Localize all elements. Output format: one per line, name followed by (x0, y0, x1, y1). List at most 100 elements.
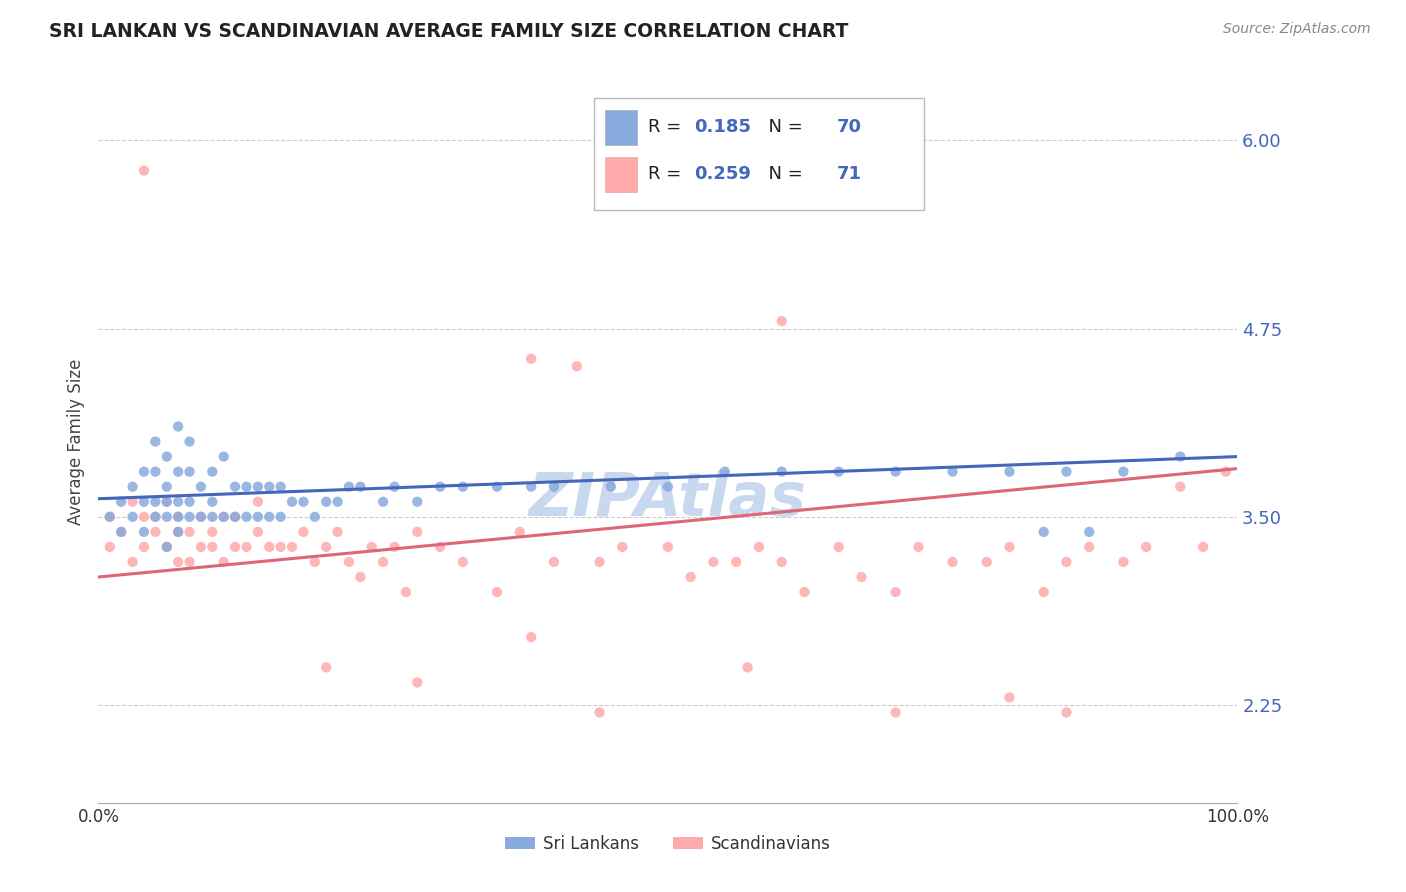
Point (98, 509, 121, 524)
Point (406, 494, 429, 508)
Point (1112, 465, 1135, 479)
Point (520, 480, 543, 494)
Point (179, 555, 201, 569)
Point (884, 706, 907, 720)
Point (486, 585, 509, 599)
Text: N =: N = (756, 165, 808, 183)
Point (1054, 555, 1078, 569)
Point (406, 675, 429, 690)
Point (179, 465, 201, 479)
Point (714, 465, 737, 479)
Point (190, 509, 212, 524)
Point (98, 540, 121, 554)
Point (235, 480, 257, 494)
Point (520, 630, 543, 644)
Point (246, 509, 269, 524)
Point (509, 524, 531, 539)
Point (110, 524, 132, 539)
Point (167, 509, 190, 524)
Point (349, 570, 371, 584)
Point (145, 524, 167, 539)
Point (259, 480, 281, 494)
Point (565, 359, 588, 374)
Text: ZIPAtlas: ZIPAtlas (529, 470, 807, 529)
Point (167, 555, 190, 569)
Point (725, 555, 748, 569)
Point (167, 509, 190, 524)
Point (429, 480, 451, 494)
Point (1170, 480, 1192, 494)
Point (167, 524, 190, 539)
Point (246, 524, 269, 539)
Point (145, 434, 167, 449)
Point (612, 540, 634, 554)
Point (201, 509, 224, 524)
Point (167, 419, 190, 434)
Point (884, 465, 907, 479)
Point (1192, 540, 1215, 554)
Point (770, 314, 793, 328)
Point (384, 480, 406, 494)
Point (121, 494, 143, 508)
Point (1112, 555, 1135, 569)
Point (600, 480, 623, 494)
Point (315, 660, 337, 674)
Point (179, 524, 201, 539)
Point (212, 450, 235, 464)
Point (315, 494, 337, 508)
Point (998, 465, 1021, 479)
Point (132, 465, 155, 479)
Point (793, 585, 815, 599)
Point (406, 524, 429, 539)
Point (145, 509, 167, 524)
Point (224, 509, 246, 524)
Point (998, 540, 1021, 554)
Point (1135, 540, 1157, 554)
Point (1032, 524, 1054, 539)
Point (235, 509, 257, 524)
Point (201, 465, 224, 479)
Point (1170, 450, 1192, 464)
Point (942, 465, 965, 479)
Point (259, 540, 281, 554)
Point (337, 555, 360, 569)
Point (1054, 465, 1078, 479)
Point (884, 585, 907, 599)
Point (190, 540, 212, 554)
Point (167, 494, 190, 508)
Point (360, 540, 382, 554)
Point (657, 540, 679, 554)
Point (942, 555, 965, 569)
Point (1078, 524, 1101, 539)
Point (156, 494, 179, 508)
Point (543, 555, 565, 569)
Point (224, 480, 246, 494)
Point (748, 540, 770, 554)
Point (246, 480, 269, 494)
Point (270, 509, 292, 524)
Text: 0.259: 0.259 (695, 165, 751, 183)
Text: 71: 71 (837, 165, 862, 183)
Point (121, 480, 143, 494)
Point (235, 540, 257, 554)
Point (281, 494, 304, 508)
Point (281, 540, 304, 554)
Point (201, 540, 224, 554)
Point (179, 494, 201, 508)
Point (110, 524, 132, 539)
Point (326, 524, 349, 539)
Point (167, 465, 190, 479)
Point (395, 585, 418, 599)
Point (145, 465, 167, 479)
Point (384, 540, 406, 554)
Point (486, 480, 509, 494)
Point (304, 509, 326, 524)
Point (212, 555, 235, 569)
Point (224, 509, 246, 524)
Point (212, 509, 235, 524)
Point (259, 509, 281, 524)
Point (770, 465, 793, 479)
Y-axis label: Average Family Size: Average Family Size (66, 359, 84, 524)
Point (998, 690, 1021, 705)
Text: Source: ZipAtlas.com: Source: ZipAtlas.com (1223, 22, 1371, 37)
